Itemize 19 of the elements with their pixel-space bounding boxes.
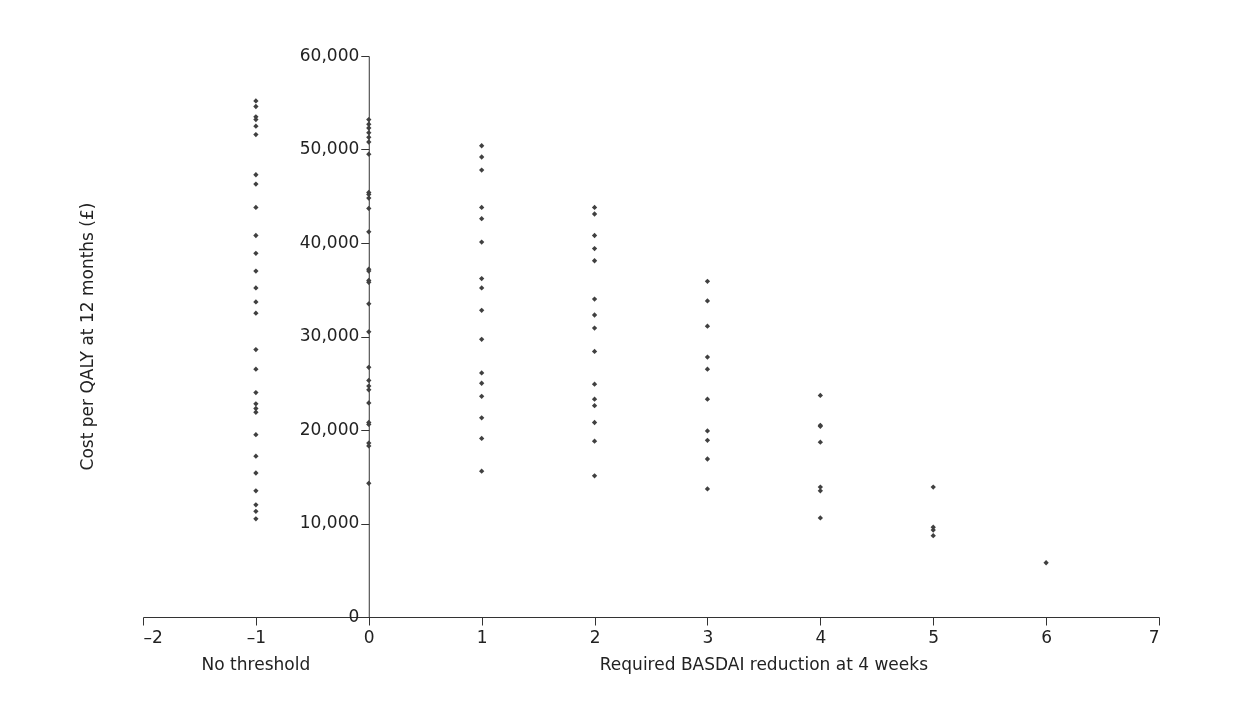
y-tick-label: 10,000 [299,512,360,532]
x-tick-label: 6 [1041,626,1053,647]
x-tick-label: –2 [143,626,163,647]
x-tick-label: 0 [363,626,375,647]
y-tick-label: 20,000 [299,418,360,439]
y-tick-label: 60,000 [299,44,360,65]
y-tick-label: 30,000 [299,325,360,345]
x-tick-label: 2 [589,626,601,647]
x-tick-label: 7 [1148,626,1160,647]
x-tick-label: –1 [246,626,267,647]
x-tick-label: 5 [928,626,940,647]
x-tick-label: 3 [702,626,714,647]
x-tick-label: 4 [815,626,827,647]
x-axis-title: Required BASDAI reduction at 4 weeks [599,654,929,674]
x-tick-label: 1 [476,626,488,647]
y-axis-title: Cost per QALY at 12 months (£) [77,202,97,471]
y-tick-label: 40,000 [299,231,360,252]
text: No threshold [201,654,311,674]
y-tick-label: 50,000 [299,138,360,158]
